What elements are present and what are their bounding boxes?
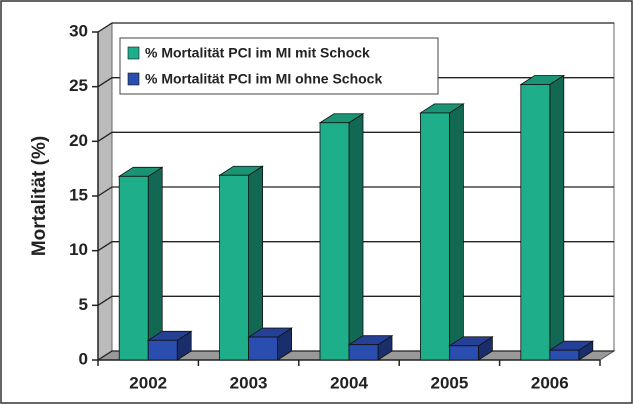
bar	[248, 336, 279, 361]
bar	[448, 345, 479, 361]
bar-side	[147, 166, 163, 361]
bar-3d	[146, 330, 193, 361]
bar-3d	[318, 113, 365, 361]
bar-3d	[419, 103, 465, 361]
bar	[319, 122, 350, 361]
y-axis-label: Mortalität (%)	[29, 136, 50, 256]
x-tick-label: 2004	[330, 373, 368, 392]
y-tick-label: 5	[79, 295, 88, 314]
x-tick-label: 2002	[129, 373, 167, 392]
bar	[520, 84, 551, 361]
y-tick-label: 20	[69, 131, 88, 150]
x-tick-label: 2005	[430, 373, 468, 392]
y-tick-label: 0	[79, 349, 88, 368]
bar	[419, 112, 450, 361]
y-tick-label: 10	[69, 240, 88, 259]
bar-3d	[247, 327, 293, 361]
bar-3d	[218, 165, 264, 361]
grid-line	[97, 22, 614, 33]
x-tick-label: 2003	[230, 373, 268, 392]
y-tick-label: 30	[69, 21, 88, 40]
legend-label: % Mortalität PCI im MI mit Schock	[145, 45, 370, 61]
bar	[118, 175, 149, 361]
y-tick-label: 25	[69, 76, 88, 95]
bar-side	[549, 74, 565, 361]
legend-swatch	[127, 46, 140, 60]
bar	[348, 344, 379, 361]
legend-box	[119, 37, 439, 95]
grid-line	[97, 77, 614, 88]
bar-side	[448, 103, 464, 361]
bar-3d	[347, 334, 394, 361]
legend-swatch	[127, 72, 140, 86]
bar-3d	[548, 340, 595, 361]
bar-3d	[448, 336, 494, 361]
bar	[147, 339, 178, 361]
bar-side	[348, 113, 364, 361]
x-tick-label: 2006	[531, 373, 569, 392]
legend-label: % Mortalität PCI im MI ohne Schock	[145, 71, 382, 87]
bar	[549, 349, 580, 361]
y-tick-label: 15	[69, 185, 88, 204]
bar	[219, 174, 250, 361]
bar-3d	[117, 166, 164, 361]
bar-3d	[519, 74, 566, 361]
